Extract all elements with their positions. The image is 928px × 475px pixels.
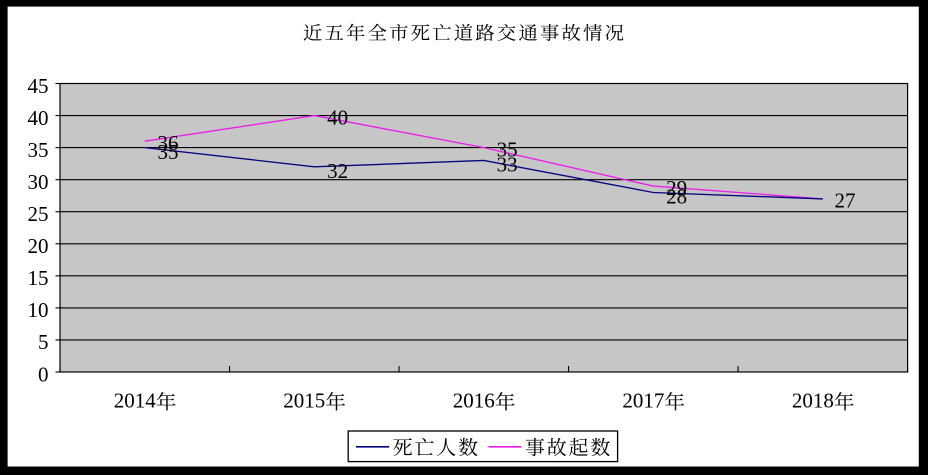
- svg-text:33: 33: [497, 153, 518, 177]
- svg-text:2015: 2015: [283, 388, 325, 412]
- svg-text:15: 15: [28, 266, 49, 290]
- svg-text:36: 36: [158, 131, 179, 155]
- svg-text:10: 10: [28, 298, 49, 322]
- svg-text:29: 29: [666, 176, 687, 200]
- svg-text:2016: 2016: [453, 388, 495, 412]
- svg-text:0: 0: [38, 362, 49, 386]
- svg-text:25: 25: [28, 202, 49, 226]
- svg-text:20: 20: [28, 234, 49, 258]
- svg-text:2017: 2017: [622, 388, 664, 412]
- svg-text:27: 27: [835, 189, 856, 213]
- svg-text:40: 40: [327, 105, 348, 129]
- svg-text:32: 32: [327, 159, 348, 183]
- svg-text:30: 30: [28, 170, 49, 194]
- svg-text:28: 28: [666, 185, 687, 209]
- svg-text:5: 5: [38, 330, 49, 354]
- svg-text:35: 35: [28, 138, 49, 162]
- svg-text:2018: 2018: [792, 388, 834, 412]
- svg-text:45: 45: [28, 74, 49, 98]
- svg-text:35: 35: [158, 140, 179, 164]
- svg-text:2014: 2014: [114, 388, 157, 412]
- svg-text:35: 35: [497, 137, 518, 161]
- svg-text:40: 40: [28, 106, 49, 130]
